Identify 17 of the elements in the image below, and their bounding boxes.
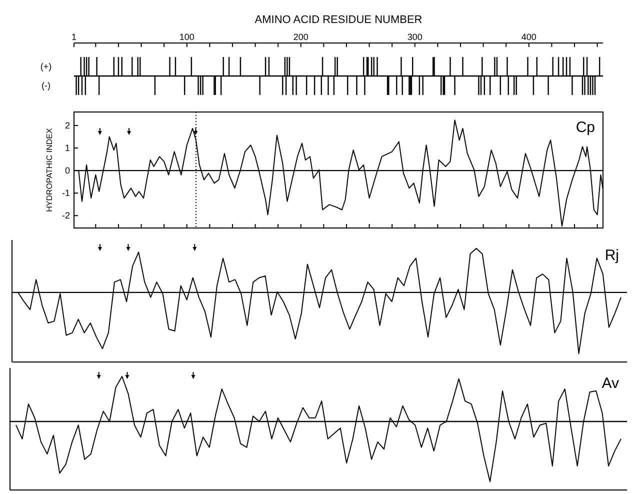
text: Cp — [576, 119, 595, 136]
y-tick-label: -2 — [62, 210, 70, 221]
y-tick-label: 1 — [64, 143, 70, 154]
x-tick-label: 400 — [521, 32, 536, 42]
text: (+) — [40, 62, 52, 72]
y-tick-label: -1 — [62, 188, 70, 198]
y-axis-title: HYDROPATHIC INDEX — [45, 127, 54, 212]
x-axis-title: AMINO ACID RESIDUE NUMBER — [254, 14, 422, 26]
y-tick-label: 0 — [64, 166, 70, 176]
y-tick-label: 2 — [64, 120, 70, 131]
x-tick-label: 1 — [71, 32, 77, 42]
chart-title: Rj — [604, 247, 619, 264]
text: (-) — [42, 80, 50, 90]
x-tick-label: 100 — [179, 32, 194, 42]
x-tick-label: 300 — [407, 32, 422, 42]
x-tick-label: 200 — [293, 32, 308, 42]
chart-title: Av — [602, 375, 620, 392]
